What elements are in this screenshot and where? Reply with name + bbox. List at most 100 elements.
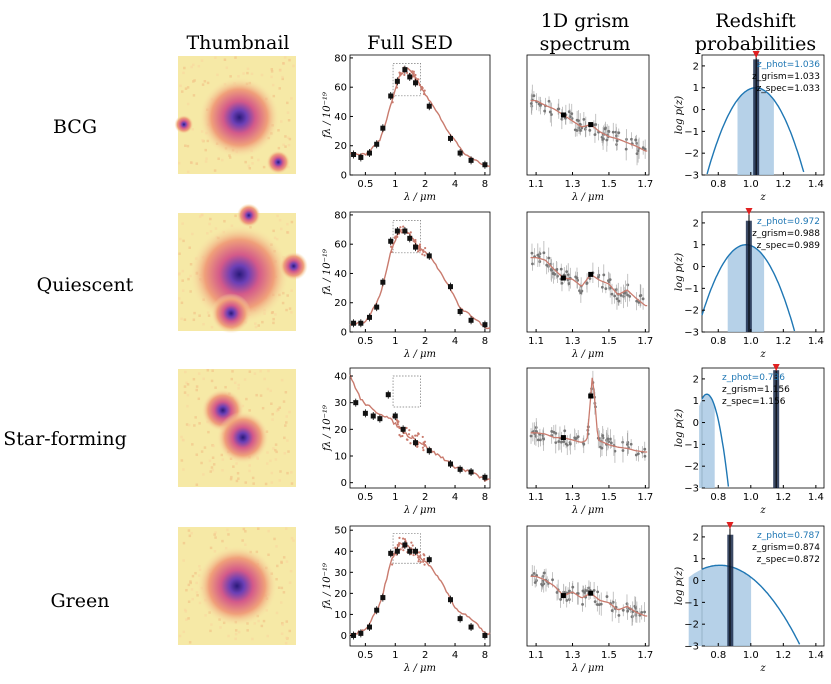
galaxy-blob xyxy=(266,150,291,174)
sed-data-point xyxy=(358,154,364,160)
grism-point xyxy=(608,278,612,282)
sed-ytick-label: 20 xyxy=(334,589,347,600)
pz-xtick-label: 1.2 xyxy=(775,492,791,503)
grism-point xyxy=(582,442,586,446)
thumbnail-noise xyxy=(187,277,190,281)
thumbnail-noise xyxy=(226,528,229,532)
grism-point xyxy=(611,130,615,134)
sed-data-point xyxy=(426,448,432,454)
thumbnail-noise xyxy=(284,527,288,530)
sed-model-sample xyxy=(391,246,394,249)
thumbnail-noise xyxy=(182,630,186,634)
pz-ytick-label: 2 xyxy=(693,218,699,229)
grism-point xyxy=(596,590,600,594)
sed-model-sample xyxy=(417,556,420,559)
grism-point xyxy=(538,260,542,263)
thumbnail-noise xyxy=(221,158,224,162)
sed-ylabel: fλ / 10⁻¹⁹ xyxy=(322,92,333,139)
sed-data-point xyxy=(358,630,364,636)
sed-ytick-label: 40 xyxy=(334,269,347,280)
grism-point xyxy=(575,276,579,280)
thumbnail-noise xyxy=(237,383,240,387)
thumbnail-noise xyxy=(267,369,270,373)
sed-data-point xyxy=(413,244,419,250)
sed-data-point xyxy=(447,597,453,603)
thumbnail-noise xyxy=(285,636,288,640)
thumbnail-noise xyxy=(185,381,188,385)
sed-data-point xyxy=(353,400,359,406)
sed-data-point xyxy=(374,141,380,147)
grism-xtick-label: 1.3 xyxy=(565,650,581,661)
sed-xtick-label: 4 xyxy=(452,650,458,661)
grism-point xyxy=(578,289,581,293)
grism-point xyxy=(602,273,606,277)
sed-ytick-label: 20 xyxy=(334,298,347,309)
sed-model-sample xyxy=(408,429,411,432)
sed-data-point xyxy=(351,152,357,158)
pz-ytick-label: −2 xyxy=(684,620,699,631)
pz-ytick-label: 0 xyxy=(693,576,699,587)
thumbnail-noise xyxy=(178,161,181,165)
sed-model-sample xyxy=(422,553,425,556)
galaxy-blob xyxy=(174,115,194,134)
thumbnail-noise xyxy=(204,614,207,617)
pz-xtick-label: 1.0 xyxy=(743,650,759,661)
sed-model-sample xyxy=(411,544,414,547)
pz-photometric-fill xyxy=(699,394,715,488)
thumbnail-noise xyxy=(248,409,251,412)
thumbnail-noise xyxy=(286,294,289,297)
thumbnail-noise xyxy=(180,459,184,462)
thumbnail-noise xyxy=(187,423,191,427)
grism-xtick-label: 1.1 xyxy=(528,336,544,347)
sed-data-point xyxy=(447,284,453,290)
grism-photometry-point xyxy=(560,435,566,441)
sed-data-point xyxy=(394,548,400,554)
sed-xtick-label: 0.5 xyxy=(357,492,373,503)
sed-data-point xyxy=(407,548,413,554)
grism-point xyxy=(571,585,575,589)
sed-data-point xyxy=(482,632,488,638)
sed-xlabel: λ / μm xyxy=(403,192,436,203)
grism-point xyxy=(562,440,566,443)
grism-xtick-label: 1.3 xyxy=(565,336,581,347)
thumbnail-noise xyxy=(204,160,208,163)
grism-xtick-label: 1.1 xyxy=(528,179,544,190)
pz-ytick-label: −1 xyxy=(684,440,699,451)
grism-xtick-label: 1.5 xyxy=(601,336,617,347)
sed-model-sample xyxy=(417,558,421,561)
thumbnail-noise xyxy=(269,389,272,393)
grism-photometry-point xyxy=(560,593,566,599)
sed-model-sample xyxy=(395,553,398,556)
thumbnail-noise xyxy=(282,62,285,65)
thumbnail-noise xyxy=(290,536,294,540)
sed-ytick-label: 0 xyxy=(341,631,347,642)
thumbnail-noise xyxy=(270,68,274,71)
sed-model-sample xyxy=(398,536,401,539)
thumbnail-noise xyxy=(279,470,282,473)
grism-point xyxy=(622,294,626,298)
thumbnail-noise xyxy=(212,463,216,466)
thumbnail-noise xyxy=(256,457,259,461)
sed-data-point xyxy=(374,607,380,613)
sed-data-point xyxy=(482,162,488,168)
pz-zspec-marker xyxy=(726,522,734,529)
sed-model-sample xyxy=(399,548,402,551)
pz-ytick-label: −2 xyxy=(684,149,699,160)
thumbnail-noise xyxy=(193,311,196,315)
thumbnail-noise xyxy=(203,446,207,449)
pz-ytick-label: −3 xyxy=(684,484,699,495)
sed-model-sample xyxy=(418,243,422,246)
thumbnail-noise xyxy=(280,586,284,590)
grism-point xyxy=(542,251,546,255)
galaxy-blob xyxy=(211,293,252,334)
sed-model-sample xyxy=(423,89,426,92)
thumbnail-noise xyxy=(257,619,260,623)
sed-data-point xyxy=(413,440,419,446)
sed-ytick-label: 50 xyxy=(334,526,347,537)
sed-model-sample xyxy=(401,434,404,438)
sed-data-point xyxy=(362,410,368,416)
sed-data-point xyxy=(394,228,400,234)
thumbnail-noise xyxy=(266,387,270,391)
grism-point xyxy=(626,293,629,297)
grism-point xyxy=(547,256,551,260)
